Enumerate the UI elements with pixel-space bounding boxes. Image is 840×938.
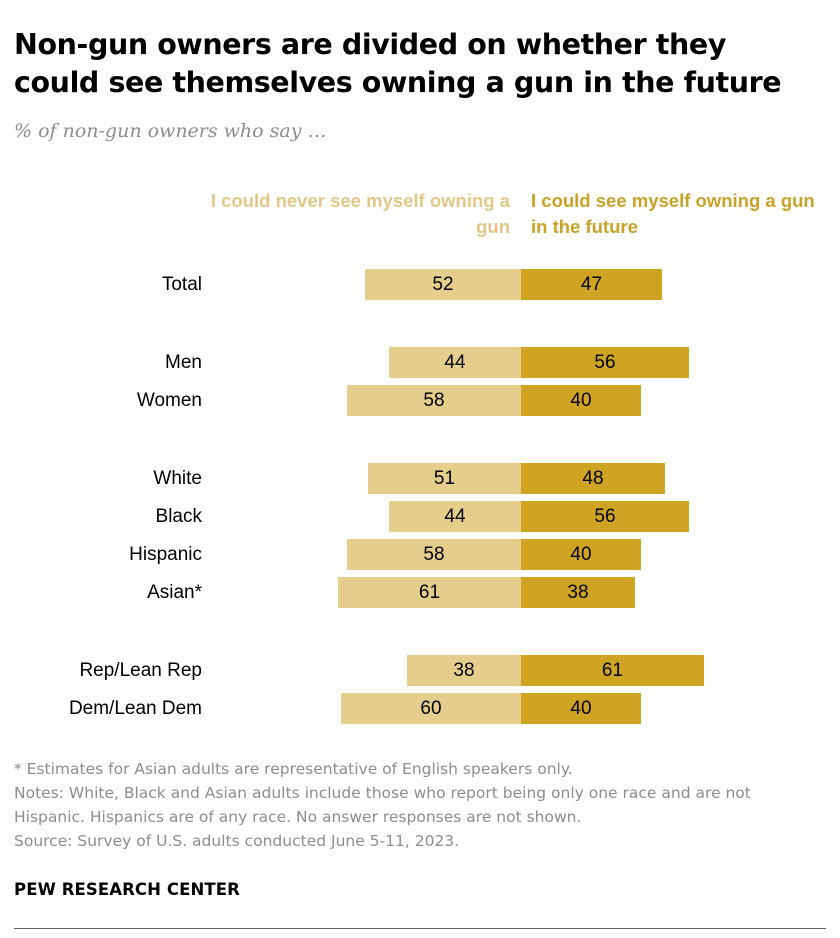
row-bars: 52 47 (0, 269, 840, 300)
bar-segment-never-own: 60 (341, 693, 521, 724)
chart-note-methodology: Notes: White, Black and Asian adults inc… (14, 784, 756, 827)
bar-segment-never-own: 52 (365, 269, 521, 300)
chart-subtitle: % of non-gun owners who say … (14, 120, 327, 142)
bar-segment-never-own: 58 (347, 385, 521, 416)
chart-row: White 51 48 (0, 463, 840, 494)
chart-row: Women 58 40 (0, 385, 840, 416)
bar-segment-never-own: 44 (389, 347, 521, 378)
row-bars: 58 40 (0, 539, 840, 570)
bar-segment-could-own: 40 (521, 693, 641, 724)
row-bars: 61 38 (0, 577, 840, 608)
row-label: Men (165, 352, 202, 373)
chart-row: Men 44 56 (0, 347, 840, 378)
row-bars: 51 48 (0, 463, 840, 494)
bar-segment-could-own: 56 (521, 347, 689, 378)
row-label: Women (136, 390, 202, 411)
row-label: Total (161, 274, 202, 295)
bar-segment-could-own: 56 (521, 501, 689, 532)
row-bars: 44 56 (0, 347, 840, 378)
legend-item-could-own: I could see myself owning a gun in the f… (531, 190, 815, 238)
chart-row: Asian* 61 38 (0, 577, 840, 608)
bar-segment-could-own: 47 (521, 269, 662, 300)
row-label: Hispanic (129, 544, 202, 565)
chart-row: Hispanic 58 40 (0, 539, 840, 570)
row-bars: 38 61 (0, 655, 840, 686)
legend-item-never-own: I could never see myself owning a gun (210, 190, 510, 238)
row-label: White (153, 468, 202, 489)
row-label: Asian* (147, 582, 202, 603)
bar-segment-could-own: 38 (521, 577, 635, 608)
chart-row: Dem/Lean Dem 60 40 (0, 693, 840, 724)
row-label: Rep/Lean Rep (79, 660, 202, 681)
pew-research-center-brand: PEW RESEARCH CENTER (14, 880, 240, 899)
row-label: Black (155, 506, 202, 527)
row-bars: 58 40 (0, 385, 840, 416)
row-label: Dem/Lean Dem (68, 698, 202, 719)
bar-segment-never-own: 44 (389, 501, 521, 532)
bar-segment-never-own: 38 (407, 655, 521, 686)
page-title: Non-gun owners are divided on whether th… (14, 28, 782, 99)
bar-segment-could-own: 61 (521, 655, 704, 686)
chart-notes: * Estimates for Asian adults are represe… (14, 757, 826, 853)
bar-segment-could-own: 40 (521, 385, 641, 416)
row-bars: 60 40 (0, 693, 840, 724)
bar-segment-never-own: 51 (368, 463, 521, 494)
bar-segment-could-own: 40 (521, 539, 641, 570)
chart-legend: I could never see myself owning a gun I … (0, 188, 840, 248)
chart-footnote: * Estimates for Asian adults are represe… (14, 760, 573, 778)
bar-segment-never-own: 61 (338, 577, 521, 608)
chart-row: Black 44 56 (0, 501, 840, 532)
row-bars: 44 56 (0, 501, 840, 532)
chart-source: Source: Survey of U.S. adults conducted … (14, 832, 460, 851)
chart-row: Total 52 47 (0, 269, 840, 300)
bar-segment-could-own: 48 (521, 463, 665, 494)
chart-row: Rep/Lean Rep 38 61 (0, 655, 840, 686)
bar-segment-never-own: 58 (347, 539, 521, 570)
bottom-divider (14, 928, 826, 929)
